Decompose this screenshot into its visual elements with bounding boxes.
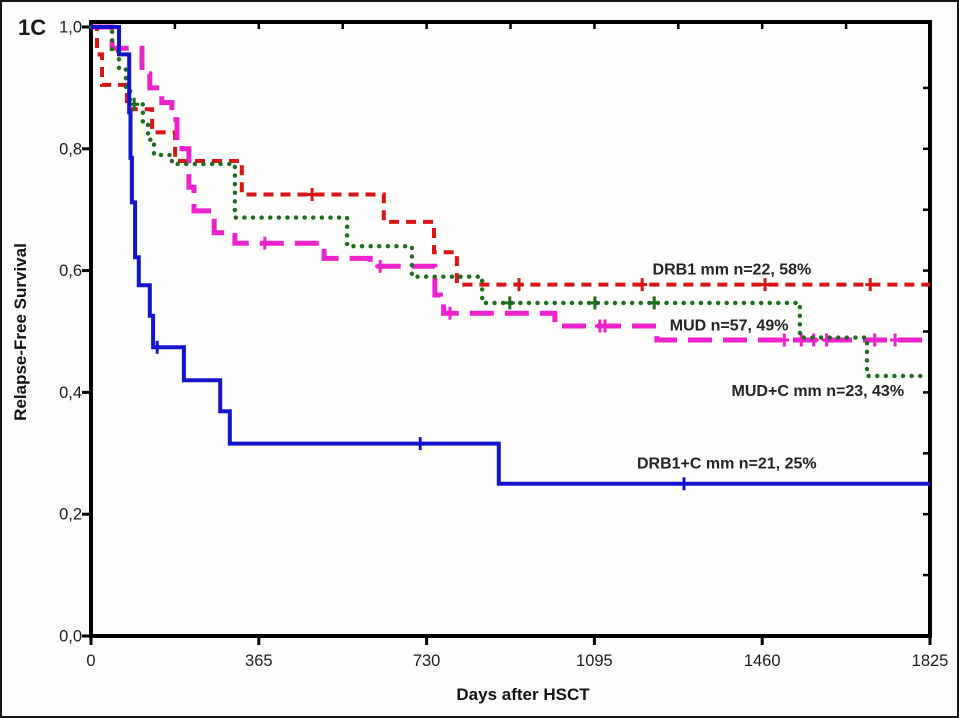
x-tick-label: 1460 xyxy=(744,652,781,670)
censor-mark-mud-c-mm xyxy=(504,296,515,310)
axes-group: 0 365 730 1095 1460 1825 0,0 0,2 0,4 0,6 0,8 1,0 xyxy=(59,19,948,671)
censor-mark-mud xyxy=(445,306,455,320)
series-group: DRB1 mm n=22, 58% MUD n=57, 49% MUD+C mm n… xyxy=(88,24,930,491)
y-tick-label: 0,8 xyxy=(59,140,82,158)
y-tick-label: 0,0 xyxy=(59,628,82,646)
censor-mark-mud-c-mm xyxy=(589,296,600,310)
censor-mark-mud xyxy=(808,333,819,347)
censor-mark-mud xyxy=(890,333,901,347)
censor-mark-drb1-mm xyxy=(307,188,318,201)
y-tick-label: 1,0 xyxy=(59,19,82,37)
censor-mark-mud xyxy=(796,333,807,347)
y-tick-label: 0,2 xyxy=(59,506,82,524)
censor-mark-mud xyxy=(821,333,832,347)
censor-mark-drb1-mm xyxy=(760,278,770,292)
curve-mud-c-mm xyxy=(88,24,927,379)
y-tick-label: 0,6 xyxy=(59,262,82,280)
curve-label-drb1-mm: DRB1 mm n=22, 58% xyxy=(653,261,812,278)
censor-mark-drb1-c-mm xyxy=(152,340,163,354)
y-tick-label: 0,4 xyxy=(59,384,82,402)
y-axis-title: Relapse-Free Survival xyxy=(11,243,30,421)
censor-mark-drb1-mm xyxy=(637,278,648,292)
censor-mark-drb1-mm xyxy=(865,278,876,292)
x-tick-label: 365 xyxy=(245,652,273,670)
censor-mark-mud xyxy=(600,319,610,333)
curve-mud xyxy=(91,24,930,343)
censor-mark-mud xyxy=(375,259,386,273)
curve-label-drb1-c-mm: DRB1+C mm n=21, 25% xyxy=(637,456,817,473)
censor-mark-drb1-c-mm xyxy=(679,477,689,491)
x-tick-label: 730 xyxy=(413,652,441,670)
plot-border xyxy=(89,20,932,638)
censor-mark-drb1-c-mm xyxy=(415,437,426,451)
curve-drb1-mm xyxy=(91,25,930,287)
x-tick-label: 1825 xyxy=(912,652,949,670)
censor-mark-mud-c-mm xyxy=(649,296,660,310)
x-axis-title: Days after HSCT xyxy=(456,685,590,704)
curve-label-mud-c-mm: MUD+C mm n=23, 43% xyxy=(732,383,905,400)
x-tick-label: 0 xyxy=(86,652,95,670)
censor-mark-mud xyxy=(779,333,790,347)
censor-mark-mud xyxy=(869,333,880,347)
panel-label: 1C xyxy=(18,15,46,40)
curve-label-mud: MUD n=57, 49% xyxy=(670,317,789,334)
censor-mark-mud xyxy=(259,236,270,250)
censor-mark-drb1-mm xyxy=(514,278,524,292)
curve-drb1-c-mm xyxy=(91,25,930,486)
x-tick-label: 1095 xyxy=(576,652,613,670)
text-group: 1C Days after HSCT Relapse-Free Survival xyxy=(11,15,590,704)
